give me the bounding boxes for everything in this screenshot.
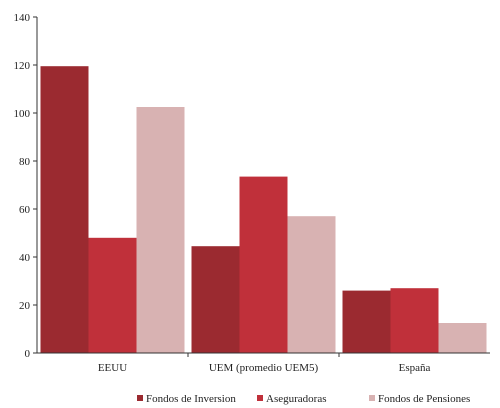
x-category-label: España (399, 362, 431, 374)
bar-aseguradoras-1 (239, 176, 288, 353)
bar-fondos-de-pensiones-0 (136, 107, 185, 353)
y-tick-label: 0 (25, 348, 31, 360)
legend-swatch (137, 395, 143, 401)
y-tick-label: 60 (19, 204, 31, 216)
y-tick-label: 20 (19, 300, 31, 312)
bars (40, 66, 487, 353)
y-tick-label: 120 (14, 60, 31, 72)
legend-label: Fondos de Inversion (146, 393, 236, 405)
bar-fondos-de-inversion-1 (191, 246, 240, 353)
y-tick-label: 140 (14, 12, 31, 24)
x-axis: EEUU UEM (promedio UEM5) España (37, 352, 490, 374)
y-tick-label: 100 (14, 108, 31, 120)
legend-swatch (369, 395, 375, 401)
legend-label: Fondos de Pensiones (378, 393, 470, 405)
bar-fondos-de-pensiones-1 (287, 216, 336, 353)
y-tick-label: 40 (19, 252, 31, 264)
bar-aseguradoras-2 (390, 288, 439, 353)
legend-swatch (257, 395, 263, 401)
legend-label: Aseguradoras (266, 393, 326, 405)
x-category-label: UEM (promedio UEM5) (209, 362, 319, 374)
legend: Fondos de Inversion Aseguradoras Fondos de… (137, 393, 470, 405)
y-axis: 0 20 40 60 80 100 120 140 (14, 12, 38, 360)
bar-aseguradoras-0 (88, 237, 137, 353)
y-tick-label: 80 (19, 156, 31, 168)
bar-fondos-de-inversion-2 (342, 290, 391, 353)
bar-fondos-de-pensiones-2 (438, 323, 487, 353)
bar-fondos-de-inversion-0 (40, 66, 89, 353)
x-category-label: EEUU (98, 362, 127, 374)
